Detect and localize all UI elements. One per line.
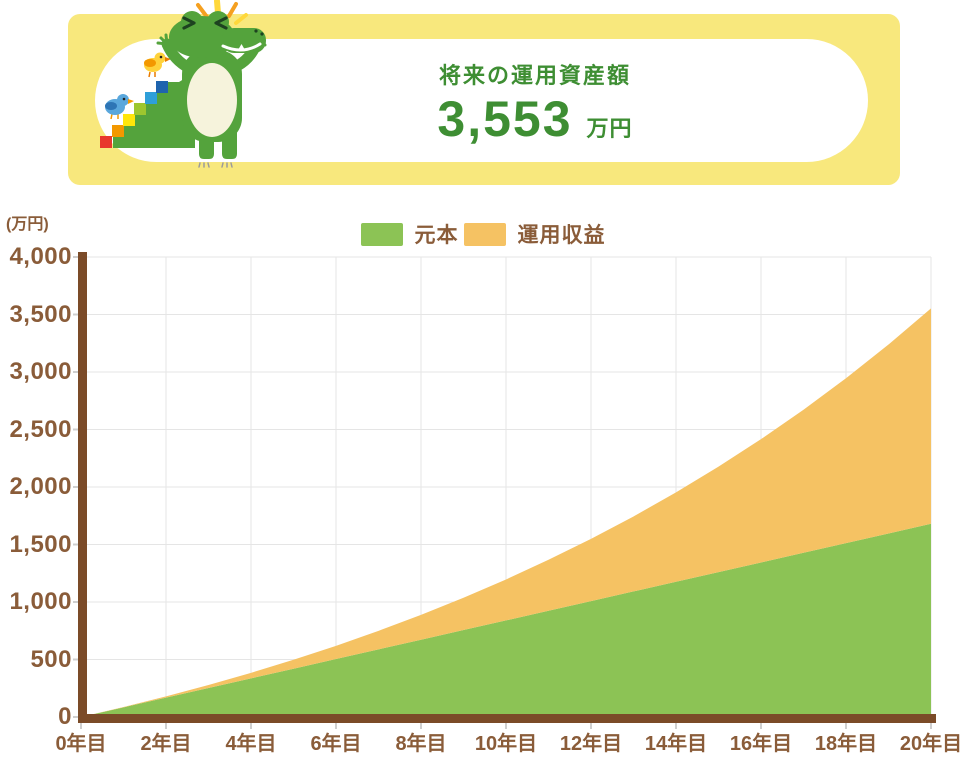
summary-amount-unit: 万円 bbox=[586, 115, 633, 141]
step-block-orange bbox=[112, 125, 124, 137]
summary-amount-value: 3,553 bbox=[437, 90, 573, 147]
returns-legend-label: 運用収益 bbox=[517, 224, 606, 247]
mascot-belly bbox=[187, 63, 237, 137]
closed-eye-left-icon bbox=[182, 16, 196, 30]
summary-banner: 将来の運用資産額 3,553 万円 bbox=[68, 0, 900, 185]
summary-text-block: 将来の運用資産額 3,553 万円 bbox=[268, 39, 802, 162]
x-axis-line bbox=[78, 714, 936, 723]
principal-legend-label: 元本 bbox=[414, 224, 459, 247]
step-block-red bbox=[100, 136, 112, 148]
step-block-yellowgreen bbox=[134, 103, 146, 115]
summary-title: 将来の運用資産額 bbox=[438, 62, 631, 88]
step-block-yellow bbox=[123, 114, 135, 126]
step-block-darkblue bbox=[156, 81, 168, 93]
stair-tail bbox=[113, 72, 195, 148]
chart-legend: 元本 運用収益 bbox=[360, 219, 611, 249]
summary-amount-row: 3,553 万円 bbox=[437, 94, 632, 144]
principal-legend-swatch bbox=[360, 222, 403, 246]
mascot-nostril bbox=[254, 29, 258, 33]
y-axis-line bbox=[78, 252, 87, 723]
blue-bird-icon bbox=[105, 94, 134, 120]
yellow-bird-icon bbox=[144, 52, 171, 78]
sparkle-icon bbox=[196, 0, 248, 25]
mascot-tooth bbox=[238, 44, 245, 50]
mascot-illustration bbox=[100, 0, 267, 168]
returns-area bbox=[81, 308, 931, 717]
closed-eye-right-icon bbox=[214, 16, 228, 30]
mascot-head bbox=[169, 11, 266, 58]
mascot-nostril bbox=[260, 32, 264, 36]
returns-legend-swatch bbox=[463, 222, 506, 246]
motion-marks bbox=[198, 162, 233, 168]
stair-blocks bbox=[100, 81, 168, 148]
axis-ticks bbox=[73, 256, 932, 729]
step-block-blue bbox=[145, 92, 157, 104]
